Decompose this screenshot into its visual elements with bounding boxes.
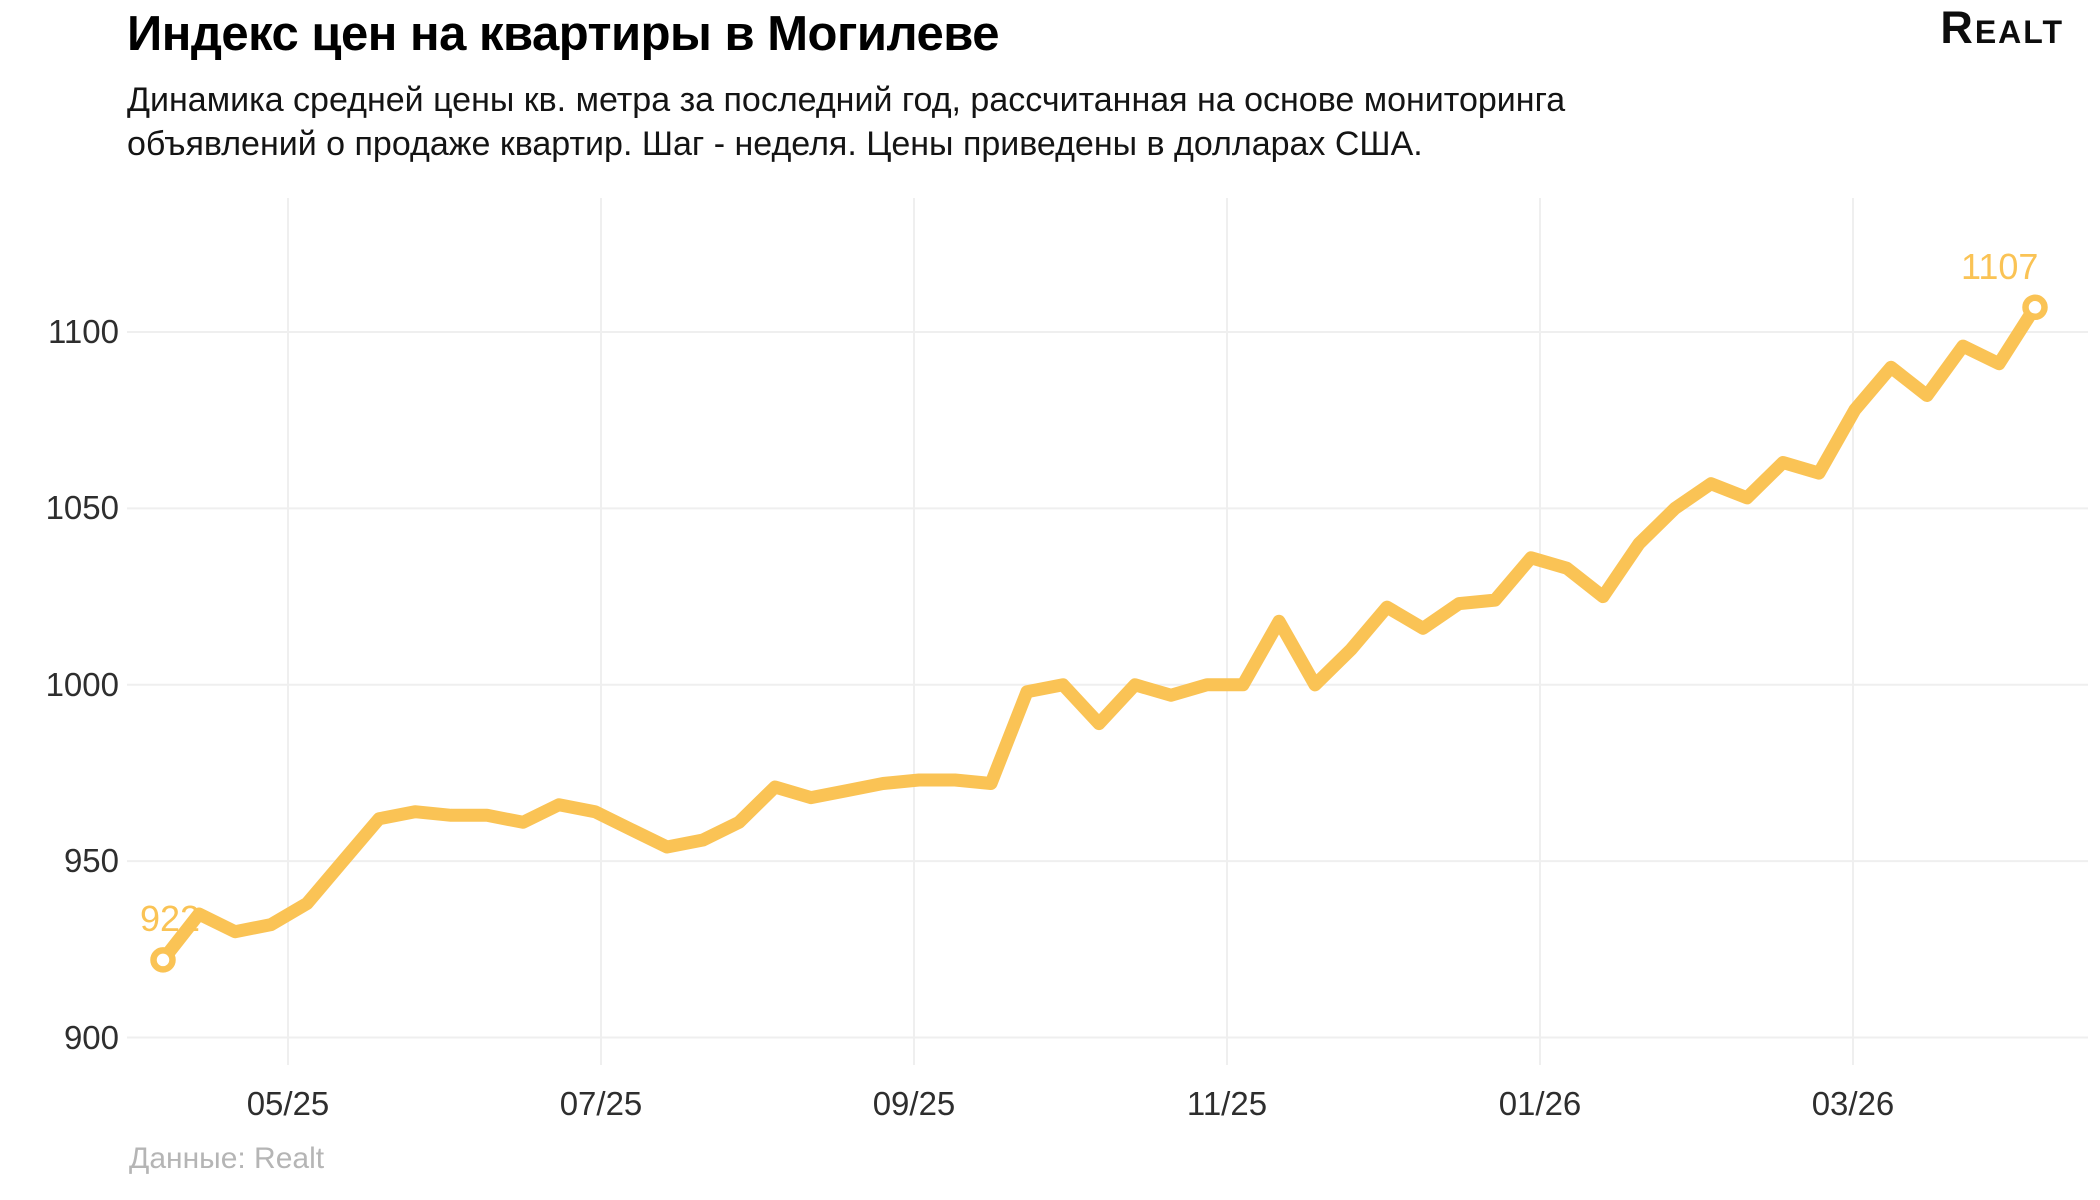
end-point-marker: [2022, 294, 2048, 321]
y-axis-tick-label: 1050: [45, 489, 119, 527]
y-axis-tick-label: 1100: [48, 313, 119, 350]
y-axis-tick-label: 950: [63, 842, 119, 880]
page-subtitle-line-2: объявлений о продаже квартир. Шаг - неде…: [127, 125, 1423, 163]
y-axis-tick-label: 900: [63, 1018, 119, 1056]
y-axis-tick-label: 1000: [45, 665, 119, 703]
x-axis-tick-label: 03/26: [1811, 1085, 1895, 1122]
start-value-label: 922: [140, 898, 201, 939]
x-axis-tick-label: 01/26: [1498, 1085, 1582, 1122]
page-subtitle-line-1: Динамика средней цены кв. метра за после…: [127, 81, 1566, 119]
page-subtitle: Динамика средней цены кв. метра за после…: [127, 78, 1565, 166]
data-source-note: Данные: Realt: [129, 1142, 325, 1175]
x-axis-tick-label: 07/25: [559, 1085, 643, 1122]
x-axis-tick-label: 05/25: [246, 1085, 330, 1122]
end-value-label: 1107: [1961, 246, 2039, 287]
realt-logo: Realt: [1940, 2, 2064, 53]
price-line: [156, 300, 2042, 967]
x-axis-tick-label: 11/25: [1186, 1085, 1268, 1122]
x-axis-tick-label: 09/25: [872, 1085, 956, 1122]
start-point-marker: [150, 947, 176, 973]
page-title: Индекс цен на квартиры в Могилеве: [127, 7, 999, 61]
